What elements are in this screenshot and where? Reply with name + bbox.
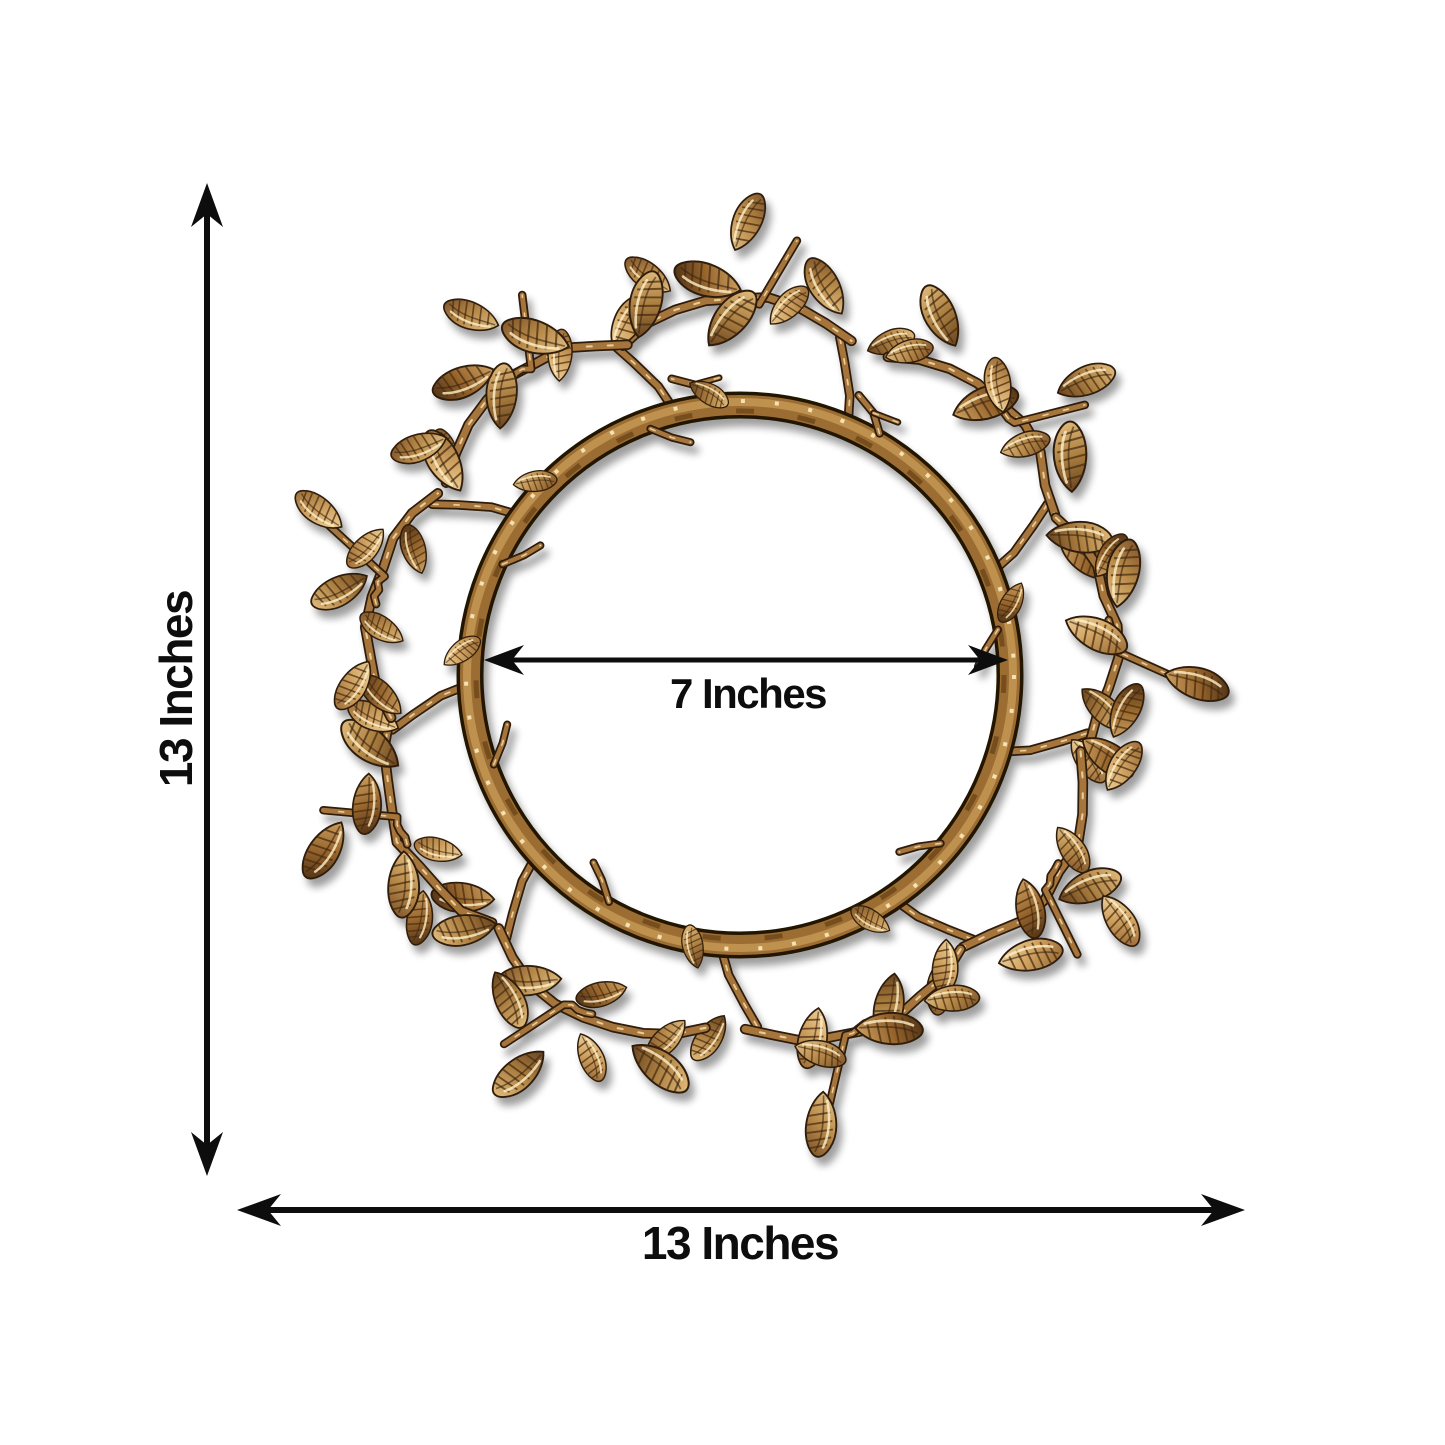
arrowhead-left-icon bbox=[484, 645, 524, 675]
height-dimension-label: 13 Inches bbox=[150, 590, 202, 788]
width-dimension-arrow bbox=[237, 1194, 1245, 1226]
arrowhead-up-icon bbox=[191, 183, 223, 227]
arrowhead-left-icon bbox=[237, 1194, 281, 1226]
arrowhead-right-icon bbox=[1201, 1194, 1245, 1226]
width-dimension-label: 13 Inches bbox=[641, 1217, 840, 1269]
arrowhead-down-icon bbox=[191, 1132, 223, 1176]
inner-diameter-label: 7 Inches bbox=[669, 670, 828, 717]
arrowhead-right-icon bbox=[968, 645, 1008, 675]
gold-leaf-wreath-image bbox=[287, 186, 1236, 1161]
inner-diameter-arrow bbox=[484, 645, 1008, 675]
height-dimension-arrow bbox=[191, 183, 223, 1176]
